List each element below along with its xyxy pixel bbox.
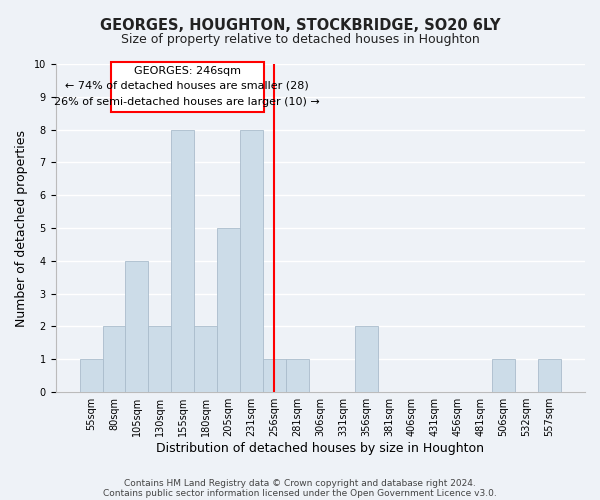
Text: Size of property relative to detached houses in Houghton: Size of property relative to detached ho… xyxy=(121,32,479,46)
Text: Contains public sector information licensed under the Open Government Licence v3: Contains public sector information licen… xyxy=(103,490,497,498)
Y-axis label: Number of detached properties: Number of detached properties xyxy=(15,130,28,326)
Bar xyxy=(125,261,148,392)
X-axis label: Distribution of detached houses by size in Houghton: Distribution of detached houses by size … xyxy=(156,442,484,455)
Bar xyxy=(194,326,217,392)
Bar xyxy=(263,360,286,392)
Text: GEORGES: 246sqm: GEORGES: 246sqm xyxy=(134,66,241,76)
Bar xyxy=(286,360,309,392)
Bar xyxy=(240,130,263,392)
Bar xyxy=(171,130,194,392)
Bar xyxy=(80,360,103,392)
Text: ← 74% of detached houses are smaller (28): ← 74% of detached houses are smaller (28… xyxy=(65,80,309,90)
Text: GEORGES, HOUGHTON, STOCKBRIDGE, SO20 6LY: GEORGES, HOUGHTON, STOCKBRIDGE, SO20 6LY xyxy=(100,18,500,32)
Text: 26% of semi-detached houses are larger (10) →: 26% of semi-detached houses are larger (… xyxy=(55,96,320,106)
Bar xyxy=(148,326,171,392)
FancyBboxPatch shape xyxy=(110,62,264,112)
Bar xyxy=(217,228,240,392)
Bar xyxy=(355,326,377,392)
Bar xyxy=(492,360,515,392)
Text: Contains HM Land Registry data © Crown copyright and database right 2024.: Contains HM Land Registry data © Crown c… xyxy=(124,480,476,488)
Bar xyxy=(538,360,561,392)
Bar xyxy=(103,326,125,392)
